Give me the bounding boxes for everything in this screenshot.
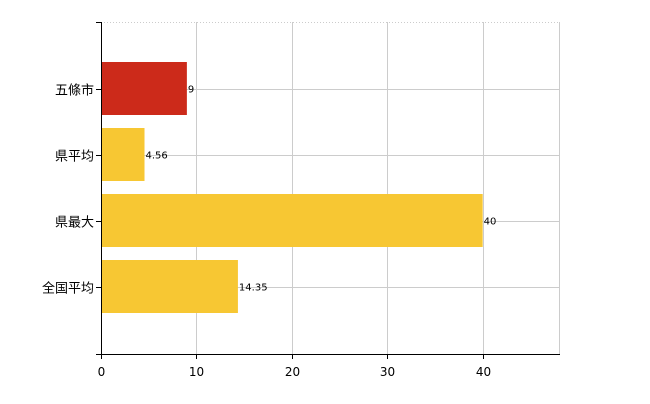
x-tick-label-10: 10: [189, 365, 204, 379]
x-tick-label-0: 0: [98, 365, 106, 379]
x-tick-label-30: 30: [380, 365, 395, 379]
category-label-3: 県最大: [55, 216, 94, 231]
bar-1: [101, 62, 187, 115]
axes: [96, 22, 560, 359]
bars: [101, 62, 483, 313]
x-tick-label-20: 20: [285, 365, 300, 379]
data-label-3: 40: [484, 217, 497, 228]
bar-3: [101, 194, 483, 247]
data-label-1: 9: [188, 85, 194, 96]
category-label-1: 五條市: [55, 83, 94, 99]
data-label-4: 14.35: [239, 283, 268, 294]
x-tick-label-40: 40: [476, 365, 491, 379]
bar-4: [101, 260, 238, 313]
category-label-4: 全国平均: [42, 281, 94, 297]
data-label-2: 4.56: [146, 151, 168, 162]
bar-2: [101, 128, 145, 181]
category-label-2: 県平均: [55, 150, 94, 165]
